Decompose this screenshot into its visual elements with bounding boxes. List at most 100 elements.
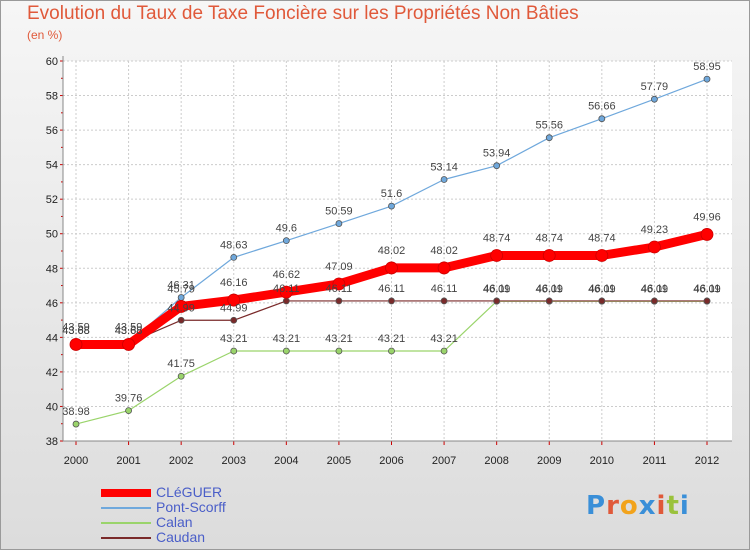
data-point-Pont-Scorff — [440, 176, 448, 183]
legend-label: Caudan — [156, 529, 206, 545]
data-label-CLéGUER: 47.09 — [325, 261, 353, 273]
data-label-Caudan: 46.11 — [588, 283, 615, 295]
legend-label: Calan — [156, 514, 193, 530]
data-label-CLéGUER: 46.16 — [220, 277, 248, 289]
data-point-Calan — [282, 347, 290, 355]
y-tick-label: 60 — [46, 56, 58, 68]
data-point-Calan — [388, 347, 395, 355]
data-label-Pont-Scorff: 55.56 — [535, 120, 563, 132]
x-tick-label: 2006 — [379, 455, 403, 467]
data-label-CLéGUER: 48.02 — [378, 245, 406, 257]
x-tick-label: 2012 — [695, 455, 719, 467]
y-tick-label: 58 — [46, 91, 58, 103]
data-point-CLéGUER — [595, 249, 609, 262]
data-label-Caudan: 46.11 — [273, 283, 300, 295]
unit-label: (en %) — [27, 28, 63, 42]
data-point-CLéGUER — [648, 240, 661, 254]
data-point-Pont-Scorff — [335, 220, 343, 227]
data-label-Calan: 46.09 — [588, 283, 616, 295]
data-label-Pont-Scorff: 58.95 — [693, 61, 721, 73]
proxiti-logo: Proxiti — [586, 491, 690, 521]
data-label-Caudan: 46.11 — [431, 283, 458, 295]
data-label-Caudan: 43.68 — [62, 325, 90, 337]
data-point-Calan — [72, 420, 80, 428]
data-label-Pont-Scorff: 43.68 — [62, 325, 90, 337]
data-label-Caudan: 46.11 — [378, 283, 405, 295]
x-tick-label: 2000 — [64, 455, 88, 467]
data-label-Calan: 46.09 — [693, 283, 721, 295]
data-label-CLéGUER: 43.59 — [62, 321, 90, 333]
data-point-Caudan — [493, 297, 501, 305]
data-label-Caudan: 46.11 — [326, 283, 353, 295]
data-label-CLéGUER: 48.74 — [535, 232, 563, 244]
data-point-Caudan — [388, 297, 395, 305]
y-tick-label: 44 — [46, 332, 58, 344]
data-label-Calan: 43.21 — [325, 333, 353, 345]
data-point-Calan — [335, 347, 343, 355]
x-tick-label: 2002 — [169, 455, 193, 467]
data-point-Caudan — [335, 297, 343, 305]
data-label-Calan: 39.76 — [115, 393, 143, 405]
data-label-CLéGUER: 46.62 — [273, 269, 301, 281]
data-point-Caudan — [545, 297, 553, 305]
data-point-CLéGUER — [385, 261, 398, 275]
x-tick-label: 2010 — [590, 455, 614, 467]
data-label-Caudan: 46.11 — [694, 283, 721, 295]
y-tick-label: 54 — [46, 160, 58, 172]
data-point-CLéGUER — [700, 228, 714, 241]
legend-swatch — [101, 507, 151, 509]
legend-swatch — [101, 522, 151, 524]
logo-letter: i — [656, 491, 667, 521]
y-tick-label: 40 — [46, 401, 58, 413]
data-point-Caudan — [177, 316, 185, 324]
data-label-Calan: 43.21 — [220, 333, 248, 345]
data-point-Pont-Scorff — [703, 75, 711, 83]
data-label-CLéGUER: 48.74 — [588, 232, 616, 244]
data-label-Caudan: 43.68 — [115, 325, 143, 337]
logo-letter: t — [666, 491, 680, 521]
data-label-CLéGUER: 48.02 — [430, 245, 458, 257]
y-tick-label: 48 — [46, 263, 58, 275]
x-tick-label: 2003 — [222, 455, 246, 467]
data-point-CLéGUER — [279, 285, 293, 299]
data-label-Pont-Scorff: 48.63 — [220, 239, 248, 251]
data-label-Calan: 41.75 — [167, 358, 195, 370]
legend-swatch — [101, 537, 151, 539]
data-point-Pont-Scorff — [230, 253, 238, 261]
data-point-Pont-Scorff — [651, 95, 658, 103]
data-point-CLéGUER — [542, 249, 556, 262]
data-point-CLéGUER — [490, 249, 504, 262]
data-point-Calan — [125, 407, 132, 415]
data-label-Pont-Scorff: 57.79 — [641, 81, 669, 93]
data-label-Calan: 46.09 — [641, 283, 669, 295]
data-label-Pont-Scorff: 43.68 — [115, 325, 143, 337]
data-point-Pont-Scorff — [493, 162, 501, 170]
data-point-Calan — [177, 372, 185, 380]
data-label-Caudan: 46.11 — [536, 283, 563, 295]
data-point-Caudan — [598, 297, 606, 305]
data-label-Pont-Scorff: 53.14 — [430, 161, 458, 173]
logo-letter: x — [638, 491, 657, 521]
data-label-Calan: 43.21 — [430, 333, 458, 345]
data-point-Caudan — [440, 297, 448, 305]
y-tick-label: 56 — [46, 125, 58, 137]
logo-letter: i — [679, 491, 690, 521]
data-label-CLéGUER: 43.59 — [115, 321, 143, 333]
data-point-Calan — [230, 347, 238, 355]
data-label-Caudan: 46.11 — [483, 283, 510, 295]
data-label-CLéGUER: 45.79 — [167, 283, 195, 295]
data-point-Pont-Scorff — [388, 202, 395, 210]
data-point-Caudan — [703, 297, 711, 305]
data-label-Calan: 43.21 — [378, 333, 406, 345]
data-label-Caudan: 46.11 — [641, 283, 668, 295]
x-tick-label: 2009 — [537, 455, 561, 467]
x-tick-label: 2001 — [116, 455, 140, 467]
data-label-CLéGUER: 49.96 — [693, 211, 721, 223]
data-point-Caudan — [651, 297, 658, 305]
data-label-Pont-Scorff: 51.6 — [381, 188, 402, 200]
data-point-Pont-Scorff — [282, 237, 290, 245]
data-label-CLéGUER: 48.74 — [483, 232, 511, 244]
data-label-Pont-Scorff: 53.94 — [483, 148, 511, 160]
data-point-CLéGUER — [69, 338, 83, 351]
